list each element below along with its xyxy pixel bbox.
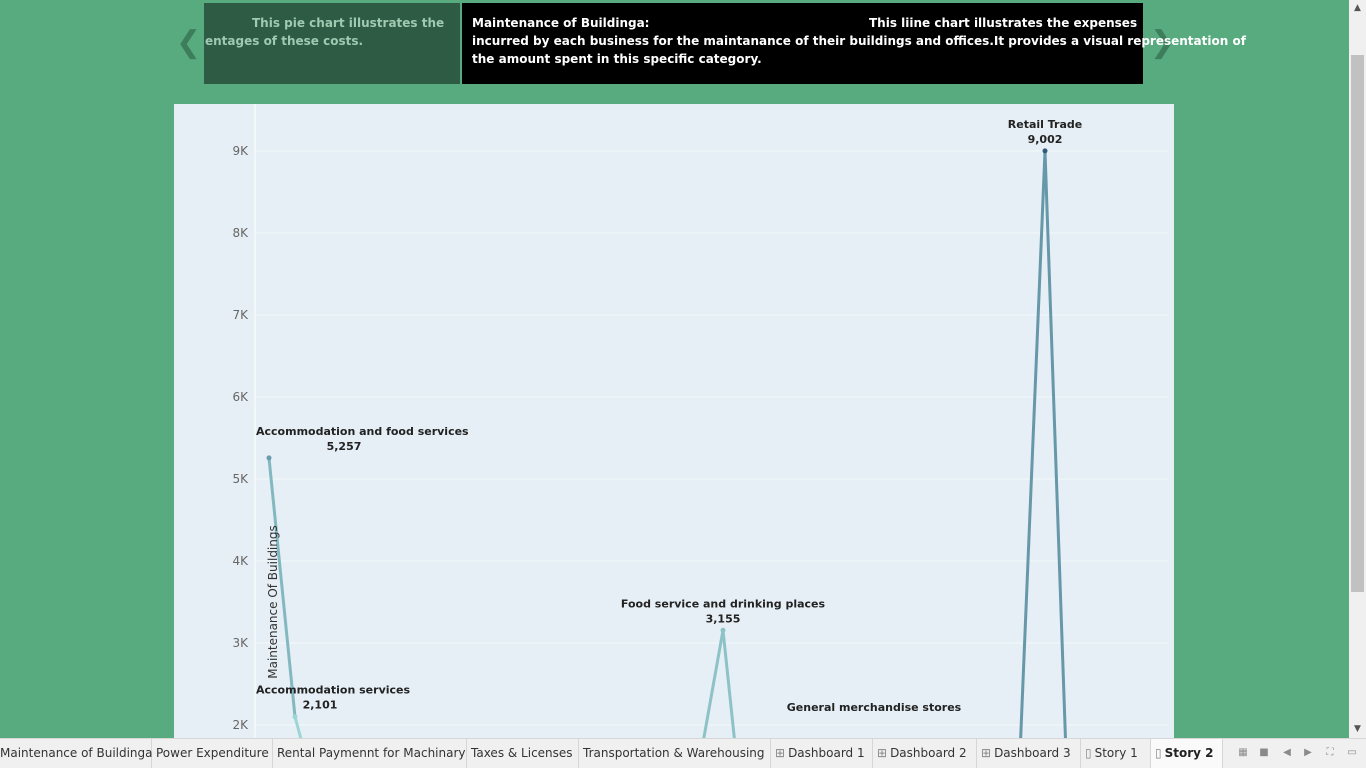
scroll-left-icon[interactable]: ◀ (1283, 747, 1291, 758)
dashboard-icon: ⊞ (775, 746, 786, 760)
y-axis-title: Maintenance Of Buildings (266, 525, 280, 679)
sheet-tab[interactable]: Taxes & Licenses (467, 739, 579, 768)
scroll-up-icon[interactable]: ▲ (1354, 3, 1361, 13)
y-tick-label: 8K (232, 226, 249, 240)
scrollbar-thumb[interactable] (1351, 55, 1364, 592)
data-point (292, 714, 298, 720)
data-label-value: 3,155 (706, 612, 741, 625)
series-line (1043, 150, 1067, 738)
vertical-scrollbar[interactable]: ▲ ▼ (1349, 0, 1366, 738)
filmstrip-icon[interactable]: ■ (1259, 747, 1269, 758)
sheet-tab-label: Dashboard 3 (994, 746, 1071, 760)
data-label-category: Accommodation services (256, 684, 410, 697)
data-label-value: 9,002 (1028, 133, 1063, 146)
data-point (720, 627, 726, 633)
data-label-category: Retail Trade (1008, 118, 1082, 131)
sheet-tab-label: Rental Paymennt for Machinary (277, 746, 466, 760)
sheet-tab[interactable]: ⊞ Dashboard 3 (977, 739, 1081, 768)
fullscreen-icon[interactable]: ⛶ (1326, 747, 1334, 758)
scroll-down-icon[interactable]: ▼ (1354, 724, 1361, 734)
series-line (702, 630, 725, 738)
sheet-tab-label: Dashboard 1 (788, 746, 865, 760)
data-point (1042, 148, 1048, 154)
data-label-category: General merchandise stores (787, 701, 962, 714)
story-icon: ▯ (1155, 746, 1162, 760)
caption-prev-line2: entages of these costs. (205, 34, 364, 48)
caption-line3: the amount spent in this specific catego… (472, 52, 762, 66)
sheet-sorter-icon[interactable]: ▦ (1238, 747, 1248, 758)
dashboard-icon: ⊞ (981, 746, 992, 760)
caption-title: Maintenance of Buildinga: (472, 16, 650, 30)
sheet-tab[interactable]: ⊞ Dashboard 1 (771, 739, 873, 768)
series-line (293, 716, 303, 738)
data-label-category: Accommodation and food services (256, 425, 469, 438)
sheet-tab-label: Story 1 (1094, 746, 1138, 760)
sheet-tab[interactable]: Rental Paymennt for Machinary (273, 739, 467, 768)
y-tick-label: 4K (232, 554, 249, 568)
sheet-tab-label: Taxes & Licenses (471, 746, 573, 760)
data-point (266, 455, 272, 461)
data-label-value: 2,101 (303, 699, 338, 712)
line-chart: 2K 3K 4K 5K 6K 7K 8K 9K Accommodation and food s… (232, 104, 1168, 738)
sheet-tab[interactable]: Power Expenditure (152, 739, 273, 768)
presentation-icon[interactable]: ▭ (1347, 747, 1357, 758)
sheet-tab[interactable]: Transportation & Warehousing (579, 739, 771, 768)
series-line (267, 457, 297, 717)
sheet-tab[interactable]: ⊞ Dashboard 2 (873, 739, 977, 768)
series-line (1019, 150, 1047, 738)
sheet-tab-label: Power Expenditure (156, 746, 269, 760)
y-tick-label: 3K (232, 636, 249, 650)
y-tick-label: 6K (232, 390, 249, 404)
story-caption-current[interactable]: Maintenance of Buildinga: This liine cha… (462, 3, 1246, 84)
scroll-right-icon[interactable]: ▶ (1304, 747, 1312, 758)
chart-panel: 2K 3K 4K 5K 6K 7K 8K 9K Accommodation and food s… (174, 104, 1174, 738)
caption-line2: incurred by each business for the mainta… (472, 34, 1246, 48)
data-label-value: 5,257 (327, 440, 362, 453)
story-caption-previous[interactable]: This pie chart illustrates the entages o… (204, 3, 460, 84)
sheet-tab[interactable]: ▯ Story 2 (1151, 739, 1223, 768)
next-story-point-button[interactable]: ❯ (1150, 25, 1176, 60)
story-icon: ▯ (1085, 746, 1092, 760)
y-tick-label: 9K (232, 144, 249, 158)
data-label-category: Food service and drinking places (621, 597, 826, 610)
sheet-tab[interactable]: Maintenance of Buildinga (0, 739, 153, 768)
prev-story-point-button[interactable]: ❮ (176, 25, 202, 60)
series-line (721, 630, 736, 738)
sheet-tab-label: Transportation & Warehousing (583, 746, 765, 760)
sheet-tab-label: Dashboard 2 (890, 746, 967, 760)
y-tick-label: 7K (232, 308, 249, 322)
sheet-tab[interactable]: ▯ Story 1 (1081, 739, 1151, 768)
y-tick-label: 2K (232, 718, 249, 732)
y-tick-label: 5K (232, 472, 249, 486)
sheet-tab-bar: Maintenance of Buildinga Power Expenditur… (0, 738, 1366, 768)
dashboard-icon: ⊞ (877, 746, 888, 760)
sheet-tab-label: Story 2 (1164, 746, 1214, 760)
caption-prev-line1: This pie chart illustrates the (252, 16, 445, 30)
caption-line1: This liine chart illustrates the expense… (869, 16, 1138, 30)
sheet-tab-label: Maintenance of Buildinga (0, 746, 153, 760)
